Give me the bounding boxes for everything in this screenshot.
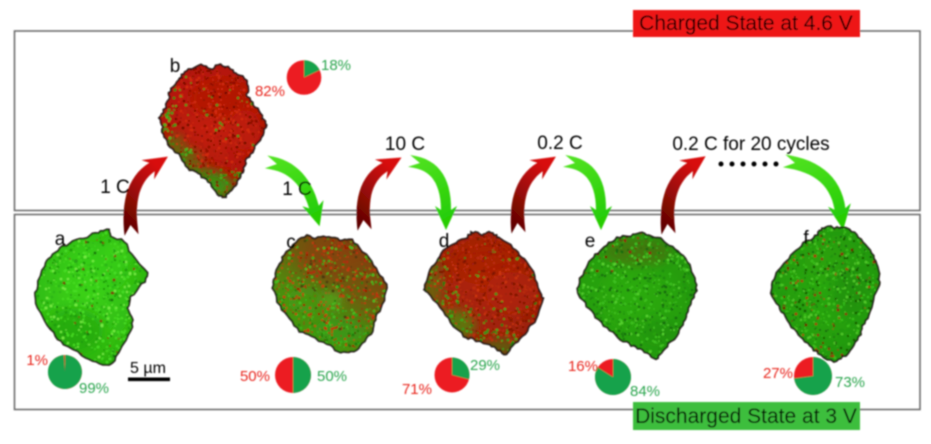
svg-text:5 µm: 5 µm (130, 360, 166, 377)
svg-text:d: d (439, 231, 450, 252)
svg-text:82%: 82% (255, 83, 285, 100)
svg-text:c: c (286, 232, 296, 253)
svg-text:50%: 50% (240, 368, 270, 385)
svg-text:99%: 99% (79, 380, 109, 397)
svg-text:18%: 18% (321, 57, 351, 74)
svg-text:e: e (585, 231, 596, 252)
svg-text:1 C: 1 C (100, 177, 130, 198)
svg-text:27%: 27% (763, 365, 793, 382)
svg-text:73%: 73% (835, 374, 865, 391)
svg-text:a: a (55, 229, 66, 250)
svg-text:f: f (803, 228, 809, 249)
svg-text:Charged State at 4.6 V: Charged State at 4.6 V (639, 12, 853, 35)
svg-text:29%: 29% (470, 357, 500, 374)
svg-text:10 C: 10 C (385, 134, 425, 155)
svg-text:1 C: 1 C (282, 179, 312, 200)
svg-text:16%: 16% (568, 358, 598, 375)
svg-text:71%: 71% (402, 381, 432, 398)
svg-text:b: b (170, 56, 181, 77)
svg-text:0.2 C for 20 cycles: 0.2 C for 20 cycles (672, 134, 829, 155)
svg-text:84%: 84% (630, 383, 660, 400)
svg-text:Discharged State at 3 V: Discharged State at 3 V (635, 405, 857, 428)
svg-text:0.2 C: 0.2 C (537, 133, 582, 154)
svg-text:1%: 1% (26, 352, 48, 369)
svg-text:50%: 50% (317, 368, 347, 385)
